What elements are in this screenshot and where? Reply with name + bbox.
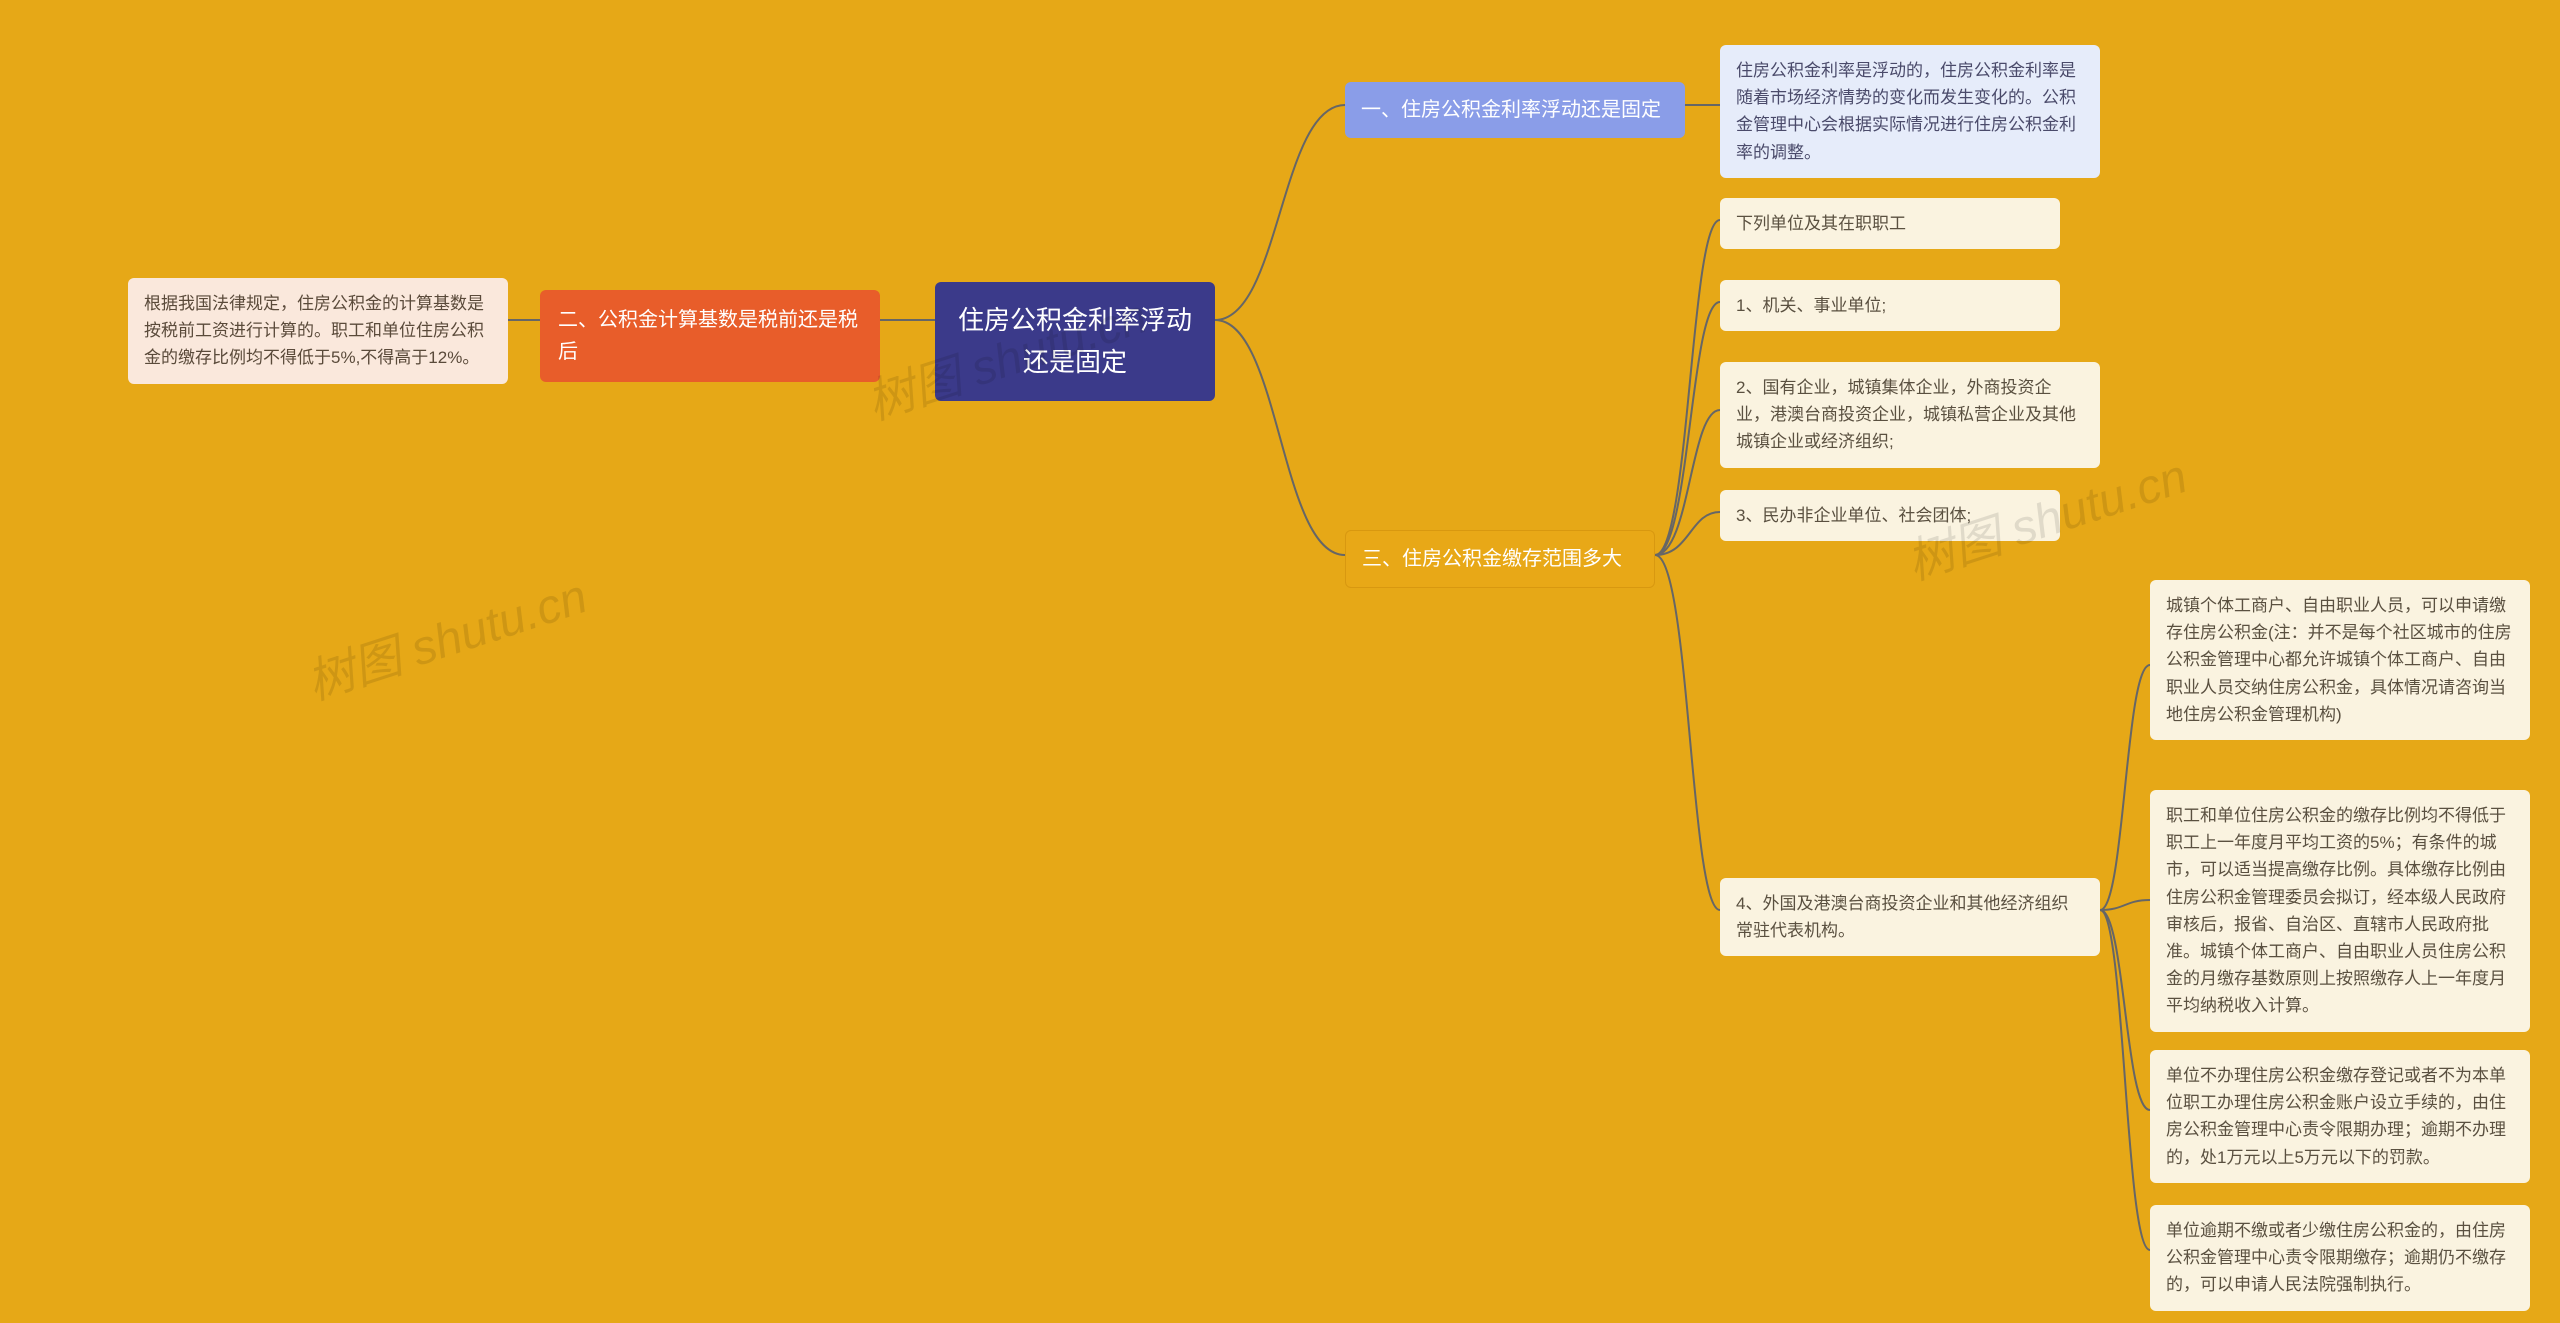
branch3-item4-child-3[interactable]: 单位逾期不缴或者少缴住房公积金的，由住房公积金管理中心责令限期缴存；逾期仍不缴存… [2150, 1205, 2530, 1311]
branch2-title[interactable]: 二、公积金计算基数是税前还是税后 [540, 290, 880, 382]
branch2-detail[interactable]: 根据我国法律规定，住房公积金的计算基数是按税前工资进行计算的。职工和单位住房公积… [128, 278, 508, 384]
branch1-title-text: 一、住房公积金利率浮动还是固定 [1361, 99, 1661, 121]
branch3-item-0[interactable]: 下列单位及其在职职工 [1720, 198, 2060, 249]
branch2-detail-text: 根据我国法律规定，住房公积金的计算基数是按税前工资进行计算的。职工和单位住房公积… [144, 294, 484, 367]
branch3-item4-child-2-text: 单位不办理住房公积金缴存登记或者不为本单位职工办理住房公积金账户设立手续的，由住… [2166, 1066, 2506, 1167]
branch3-item4-child-0-text: 城镇个体工商户、自由职业人员，可以申请缴存住房公积金(注：并不是每个社区城市的住… [2166, 596, 2512, 724]
branch3-item4-child-0[interactable]: 城镇个体工商户、自由职业人员，可以申请缴存住房公积金(注：并不是每个社区城市的住… [2150, 580, 2530, 740]
branch3-item4-child-1[interactable]: 职工和单位住房公积金的缴存比例均不得低于职工上一年度月平均工资的5%；有条件的城… [2150, 790, 2530, 1032]
branch3-item-4-text: 4、外国及港澳台商投资企业和其他经济组织常驻代表机构。 [1736, 894, 2068, 940]
branch3-item-2[interactable]: 2、国有企业，城镇集体企业，外商投资企业，港澳台商投资企业，城镇私营企业及其他城… [1720, 362, 2100, 468]
branch3-item4-child-1-text: 职工和单位住房公积金的缴存比例均不得低于职工上一年度月平均工资的5%；有条件的城… [2166, 806, 2506, 1015]
branch3-item4-child-2[interactable]: 单位不办理住房公积金缴存登记或者不为本单位职工办理住房公积金账户设立手续的，由住… [2150, 1050, 2530, 1183]
branch1-title[interactable]: 一、住房公积金利率浮动还是固定 [1345, 82, 1685, 138]
branch2-title-text: 二、公积金计算基数是税前还是税后 [558, 309, 858, 363]
branch3-item4-child-3-text: 单位逾期不缴或者少缴住房公积金的，由住房公积金管理中心责令限期缴存；逾期仍不缴存… [2166, 1221, 2506, 1294]
watermark-1: 树图 shutu.cn [296, 557, 594, 713]
branch3-item-2-text: 2、国有企业，城镇集体企业，外商投资企业，港澳台商投资企业，城镇私营企业及其他城… [1736, 378, 2076, 451]
branch3-item-4[interactable]: 4、外国及港澳台商投资企业和其他经济组织常驻代表机构。 [1720, 878, 2100, 956]
branch3-item-1[interactable]: 1、机关、事业单位; [1720, 280, 2060, 331]
branch3-item-3-text: 3、民办非企业单位、社会团体; [1736, 506, 1971, 525]
root-label: 住房公积金利率浮动还是固定 [958, 305, 1192, 377]
branch1-detail-text: 住房公积金利率是浮动的，住房公积金利率是随着市场经济情势的变化而发生变化的。公积… [1736, 61, 2076, 162]
branch3-item-0-text: 下列单位及其在职职工 [1736, 214, 1906, 233]
branch3-item-3[interactable]: 3、民办非企业单位、社会团体; [1720, 490, 2060, 541]
branch1-detail[interactable]: 住房公积金利率是浮动的，住房公积金利率是随着市场经济情势的变化而发生变化的。公积… [1720, 45, 2100, 178]
root-node[interactable]: 住房公积金利率浮动还是固定 [935, 282, 1215, 401]
branch3-title-text: 三、住房公积金缴存范围多大 [1362, 548, 1622, 570]
branch3-item-1-text: 1、机关、事业单位; [1736, 296, 1886, 315]
branch3-title[interactable]: 三、住房公积金缴存范围多大 [1345, 530, 1655, 588]
